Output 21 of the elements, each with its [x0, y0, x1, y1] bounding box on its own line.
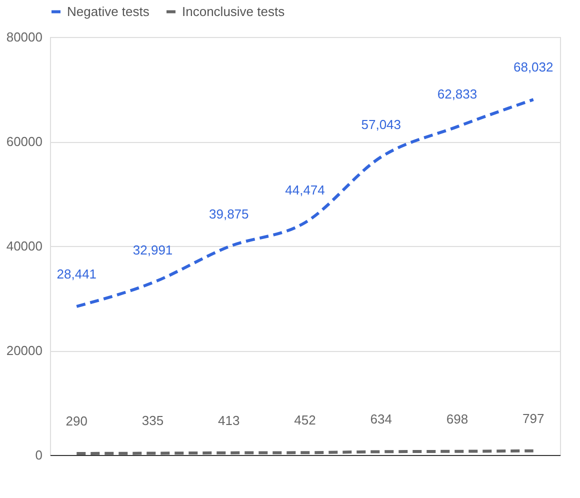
y-tick-label: 0	[35, 448, 42, 462]
y-tick-label: 40000	[6, 238, 42, 254]
data-label: 797	[522, 410, 544, 426]
data-label: 634	[370, 412, 392, 427]
data-label: 413	[218, 412, 240, 428]
data-label: 698	[446, 411, 468, 426]
legend-label: Negative tests	[67, 4, 150, 19]
y-tick-label: 80000	[6, 30, 42, 44]
data-label: 290	[66, 413, 88, 428]
data-label: 44,474	[285, 182, 325, 198]
data-label: 28,441	[56, 266, 97, 282]
data-label: 32,991	[132, 242, 173, 258]
y-tick-label: 20000	[6, 343, 42, 358]
data-label: 68,032	[513, 60, 554, 75]
data-label: 452	[294, 412, 316, 428]
y-tick-label: 60000	[6, 134, 42, 149]
data-label: 62,833	[437, 86, 478, 102]
data-label: 335	[142, 413, 164, 428]
data-label: 39,875	[209, 206, 249, 222]
legend-label: Inconclusive tests	[182, 4, 286, 19]
data-label: 57,043	[361, 116, 401, 132]
